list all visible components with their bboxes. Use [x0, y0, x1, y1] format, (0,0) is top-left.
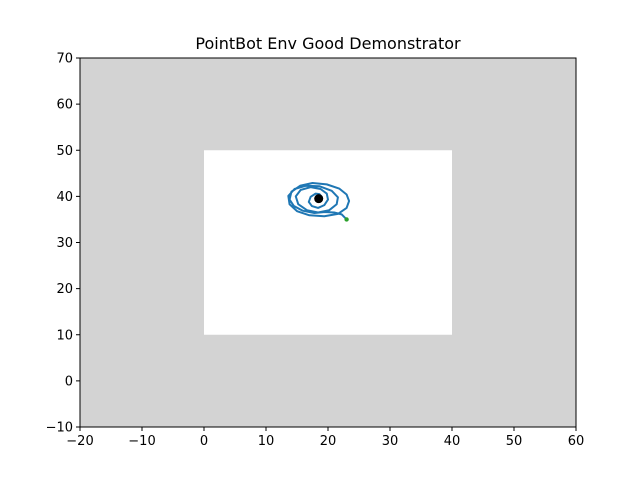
y-tick-label: −10: [46, 421, 73, 436]
x-tick-label: 20: [320, 434, 337, 449]
chart-title: PointBot Env Good Demonstrator: [195, 34, 461, 53]
x-tick-label: 40: [444, 434, 461, 449]
trajectory-line: [287, 182, 351, 221]
start-point: [344, 217, 349, 222]
x-axis: −20 −10 0 10 20 30 40 50 60: [66, 427, 584, 449]
x-tick-label: −20: [66, 434, 93, 449]
y-axis: −10 0 10 20 30 40 50 60 70: [46, 52, 80, 436]
x-tick-label: 10: [258, 434, 275, 449]
y-tick-label: 60: [56, 98, 73, 113]
y-tick-label: 50: [56, 144, 73, 159]
safe-region: [204, 150, 452, 335]
x-tick-label: 30: [382, 434, 399, 449]
goal-point: [314, 194, 324, 204]
y-tick-label: 10: [56, 328, 73, 343]
trajectory-layer: [287, 182, 351, 221]
y-tick-label: 40: [56, 190, 73, 205]
y-tick-label: 0: [65, 374, 73, 389]
x-tick-label: 0: [200, 434, 208, 449]
marker-layer: [314, 194, 349, 222]
y-tick-label: 30: [56, 236, 73, 251]
x-tick-label: 50: [506, 434, 523, 449]
y-tick-label: 20: [56, 282, 73, 297]
x-tick-label: 60: [568, 434, 585, 449]
x-tick-label: −10: [128, 434, 155, 449]
y-tick-label: 70: [56, 52, 73, 67]
